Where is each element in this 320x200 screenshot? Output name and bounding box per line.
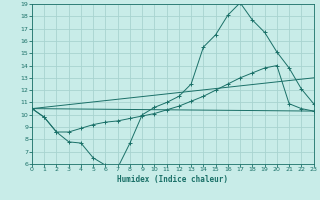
X-axis label: Humidex (Indice chaleur): Humidex (Indice chaleur) <box>117 175 228 184</box>
